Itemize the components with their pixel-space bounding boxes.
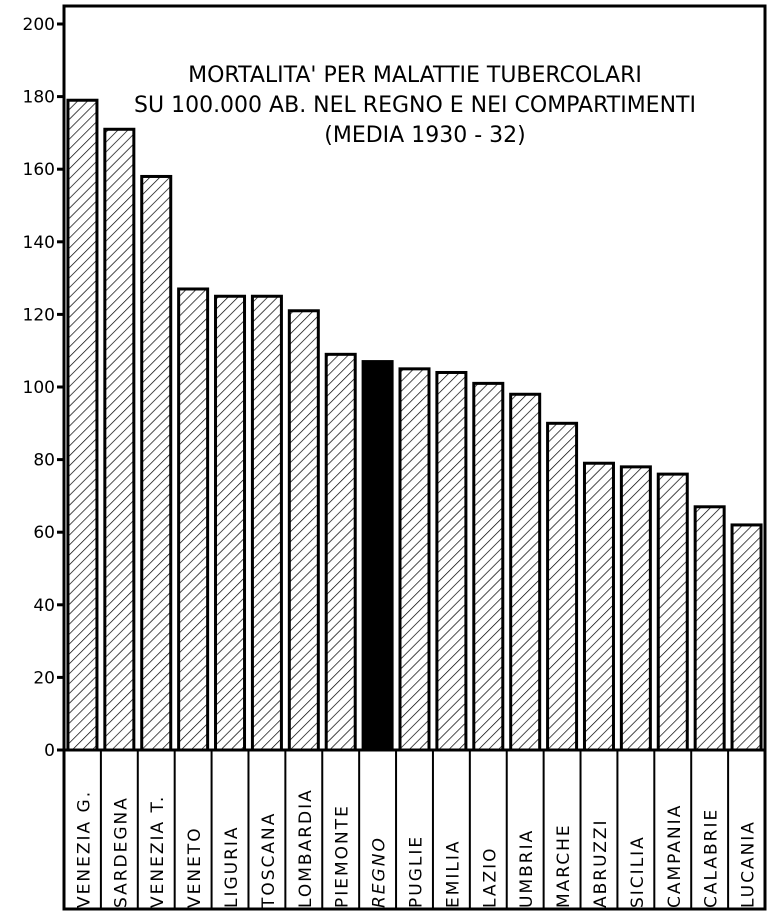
x-tick-label: LOMBARDIA <box>296 788 316 908</box>
y-tick-label: 200 <box>23 15 55 35</box>
bar <box>656 472 689 752</box>
title-line-2: SU 100.000 AB. NEL REGNO E NEI COMPARTIM… <box>134 93 696 118</box>
bar <box>361 360 394 752</box>
bar <box>582 461 615 752</box>
bar <box>472 381 505 752</box>
y-tick-label: 140 <box>23 233 55 253</box>
bar <box>177 287 210 752</box>
x-tick-label: CALABRIE <box>702 808 722 908</box>
x-tick-label: VENETO <box>185 826 205 908</box>
x-tick-label: PUGLIE <box>407 835 427 908</box>
x-tick-label: CAMPANIA <box>665 804 685 908</box>
y-tick-label: 160 <box>23 160 55 180</box>
y-tick-label: 100 <box>23 378 55 398</box>
y-tick-label: 0 <box>44 741 55 761</box>
x-tick-label: PIEMONTE <box>333 804 353 908</box>
chart-frame <box>62 4 767 911</box>
y-tick-label: 20 <box>33 668 55 688</box>
bar <box>287 309 320 752</box>
y-tick-label: 120 <box>23 305 55 325</box>
x-tick-label: ABRUZZI <box>591 818 611 908</box>
x-tick-label: EMILIA <box>443 839 463 908</box>
bar <box>619 465 652 752</box>
bar <box>324 352 357 752</box>
bar <box>546 421 579 752</box>
y-tick-label: 80 <box>33 451 55 471</box>
bar <box>693 505 726 752</box>
y-tick-label: 40 <box>33 596 55 616</box>
x-tick-label: MARCHE <box>554 823 574 908</box>
bar <box>398 367 431 752</box>
y-tick-label: 60 <box>33 523 55 543</box>
x-axis-labels: VENEZIA G. SARDEGNA VENEZIA T. VENETO LIGURI… <box>74 750 759 909</box>
bar <box>103 127 136 752</box>
bar <box>730 523 763 752</box>
bar <box>250 294 283 752</box>
y-axis: 0 20 40 60 80 100 120 140 160 180 200 <box>23 15 64 761</box>
bar <box>214 294 247 752</box>
bar <box>509 392 542 752</box>
x-tick-label: TOSCANA <box>259 812 279 909</box>
bar <box>66 98 99 752</box>
x-tick-label: LIGURIA <box>222 825 242 908</box>
chart-title: MORTALITA' PER MALATTIE TUBERCOLARI SU 1… <box>134 63 696 148</box>
title-line-1: MORTALITA' PER MALATTIE TUBERCOLARI <box>188 63 642 88</box>
x-tick-label: REGNO <box>370 836 390 908</box>
x-tick-label: UMBRIA <box>517 829 537 908</box>
x-tick-label: LAZIO <box>480 846 500 908</box>
x-tick-label: VENEZIA G. <box>74 790 94 908</box>
x-tick-label: SICILIA <box>628 835 648 908</box>
bar <box>140 174 173 752</box>
bars <box>66 98 763 752</box>
x-tick-label: SARDEGNA <box>111 796 131 908</box>
x-tick-label: VENEZIA T. <box>148 795 168 908</box>
bar <box>435 370 468 752</box>
title-line-3: (MEDIA 1930 - 32) <box>324 123 525 148</box>
y-tick-label: 180 <box>23 88 55 108</box>
x-tick-label: LUCANIA <box>739 820 759 908</box>
